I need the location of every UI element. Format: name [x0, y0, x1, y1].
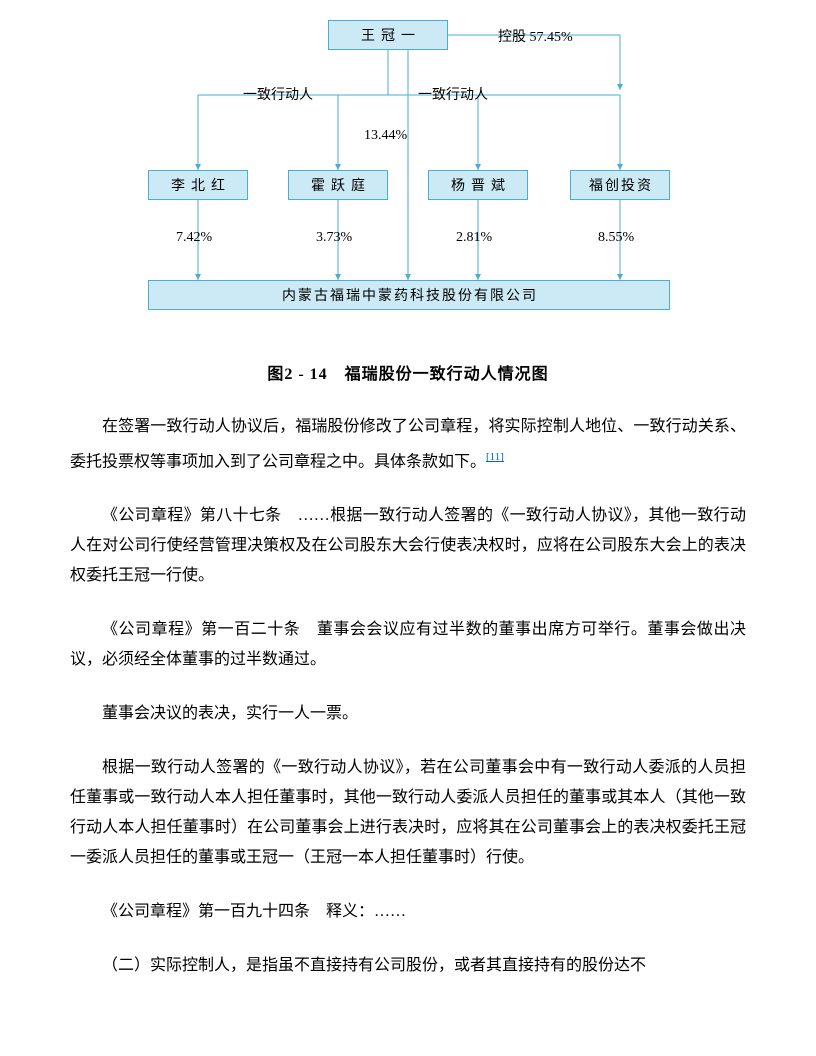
label-pct1: 7.42%	[176, 230, 212, 246]
node-p1-label: 李北红	[171, 175, 231, 195]
paragraph-1: 在签署一致行动人协议后，福瑞股份修改了公司章程，将实际控制人地位、一致行动关系、…	[70, 412, 746, 477]
node-bottom-label: 内蒙古福瑞中蒙药科技股份有限公司	[282, 285, 538, 305]
node-p3-label: 杨晋斌	[451, 175, 511, 195]
paragraph-6: 《公司章程》第一百九十四条 释义：……	[70, 897, 746, 927]
node-p4: 福创投资	[570, 170, 670, 200]
label-pct3: 2.81%	[456, 230, 492, 246]
node-p3: 杨晋斌	[428, 170, 528, 200]
footnote-ref-11[interactable]: [11]	[486, 451, 504, 463]
paragraph-1-text: 在签署一致行动人协议后，福瑞股份修改了公司章程，将实际控制人地位、一致行动关系、…	[70, 418, 746, 470]
node-p4-label: 福创投资	[589, 175, 653, 195]
label-action2: 一致行动人	[418, 84, 488, 104]
paragraph-2: 《公司章程》第八十七条 ……根据一致行动人签署的《一致行动人协议》，其他一致行动…	[70, 501, 746, 591]
node-top-label: 王冠一	[361, 25, 421, 45]
paragraph-3: 《公司章程》第一百二十条 董事会会议应有过半数的董事出席方可举行。董事会做出决议…	[70, 615, 746, 675]
label-pct2: 3.73%	[316, 230, 352, 246]
paragraph-5: 根据一致行动人签署的《一致行动人协议》，若在公司董事会中有一致行动人委派的人员担…	[70, 753, 746, 873]
node-top: 王冠一	[328, 20, 448, 50]
figure-caption: 图2 - 14 福瑞股份一致行动人情况图	[70, 360, 746, 384]
node-p1: 李北红	[148, 170, 248, 200]
label-holding: 控股 57.45%	[498, 26, 573, 46]
label-action1: 一致行动人	[243, 84, 313, 104]
org-diagram: 王冠一 控股 57.45% 一致行动人 一致行动人 13.44% 李北红 霍跃庭…	[128, 20, 688, 330]
paragraph-7: （二）实际控制人，是指虽不直接持有公司股份，或者其直接持有的股份达不	[70, 951, 746, 981]
node-bottom: 内蒙古福瑞中蒙药科技股份有限公司	[148, 280, 670, 310]
label-pct-center: 13.44%	[364, 128, 407, 144]
paragraph-4: 董事会决议的表决，实行一人一票。	[70, 699, 746, 729]
node-p2-label: 霍跃庭	[311, 175, 371, 195]
node-p2: 霍跃庭	[288, 170, 388, 200]
label-pct4: 8.55%	[598, 230, 634, 246]
